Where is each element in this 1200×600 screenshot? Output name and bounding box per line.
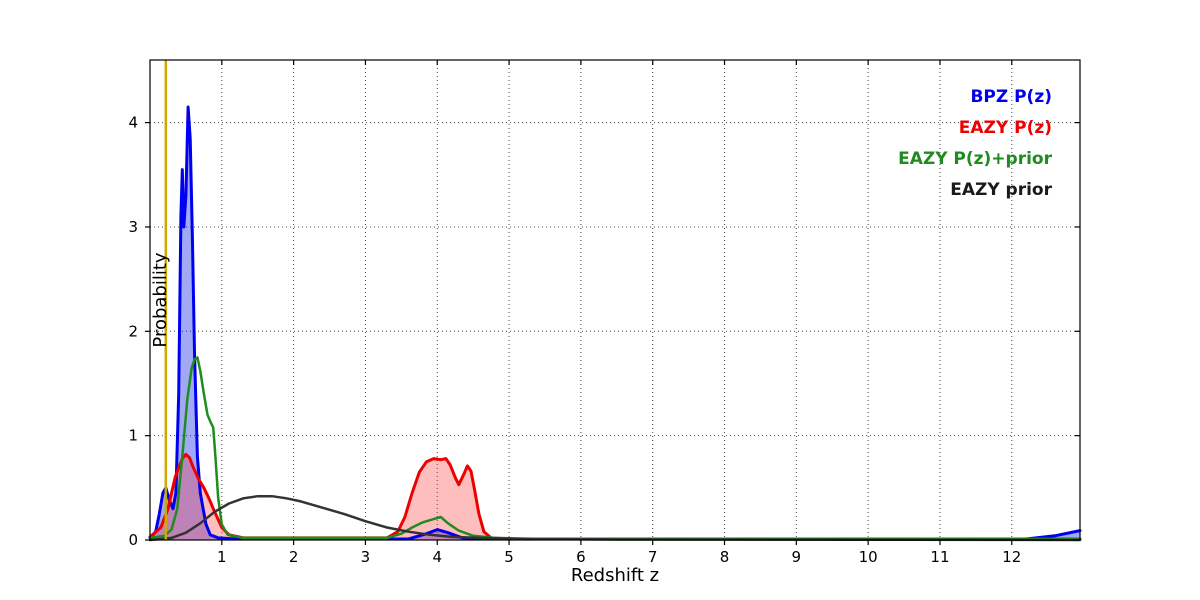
series-fill-eazy-p-z-: [150, 454, 1080, 540]
x-tick-label: 12: [1002, 548, 1021, 566]
legend-item-eazy: EAZY P(z): [898, 113, 1052, 144]
grid-layer: [150, 60, 1080, 540]
x-tick-label: 2: [289, 548, 299, 566]
y-tick-label: 1: [128, 427, 138, 445]
x-tick-label: 8: [720, 548, 730, 566]
axis-frame-layer: [149, 59, 1081, 541]
x-tick-label: 6: [576, 548, 586, 566]
legend-item-bpz: BPZ P(z): [898, 82, 1052, 113]
legend-label: EAZY P(z): [958, 118, 1052, 138]
x-tick-label: 10: [859, 548, 878, 566]
legend: BPZ P(z) EAZY P(z) EAZY P(z)+prior EAZY …: [898, 82, 1052, 206]
legend-label: EAZY P(z)+prior: [898, 149, 1052, 169]
y-tick-label: 4: [128, 114, 138, 132]
legend-item-eazy-prior-pz: EAZY P(z)+prior: [898, 144, 1052, 175]
x-tick-label: 4: [432, 548, 442, 566]
y-axis-label: Probability: [150, 252, 171, 348]
series-line-eazy-p-z-: [148, 452, 1082, 541]
x-tick-label: 1: [217, 548, 227, 566]
legend-label: BPZ P(z): [970, 87, 1052, 107]
x-tick-label: 9: [792, 548, 802, 566]
x-tick-label: 5: [504, 548, 514, 566]
y-tick-label: 3: [128, 218, 138, 236]
series-line-layer: [148, 105, 1082, 542]
x-tick-label: 3: [361, 548, 371, 566]
series-line-eazy-prior: [148, 494, 1082, 542]
y-tick-label: 0: [128, 531, 138, 549]
y-tick-label: 2: [128, 322, 138, 340]
legend-item-eazy-prior: EAZY prior: [898, 175, 1052, 206]
x-tick-label: 7: [648, 548, 658, 566]
x-tick-label: 11: [930, 548, 949, 566]
series-line-eazy-p-z-prior: [148, 356, 1082, 541]
legend-label: EAZY prior: [950, 180, 1052, 200]
x-axis-label: Redshift z: [570, 565, 660, 586]
